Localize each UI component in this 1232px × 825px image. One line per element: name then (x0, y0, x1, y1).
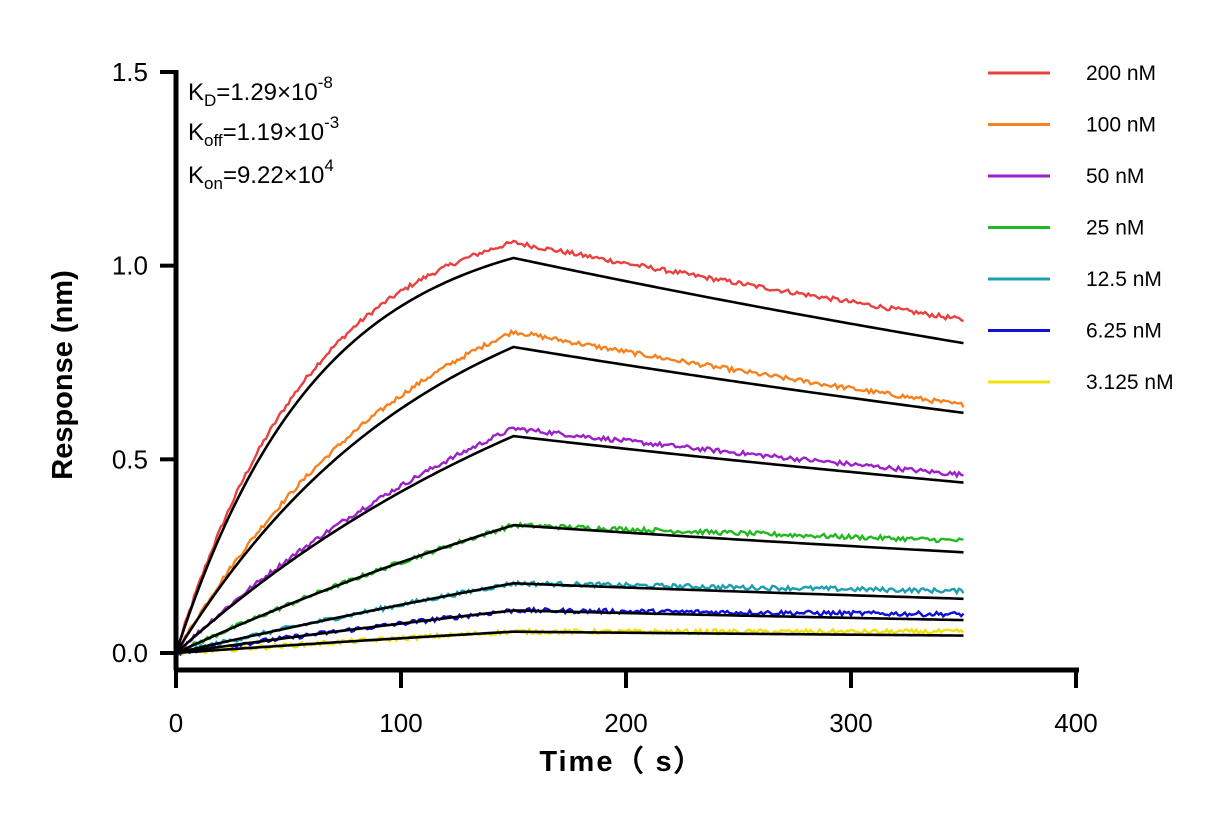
koff-annotation: Koff=1.19×10-3 (188, 113, 339, 150)
legend: 200 nM 100 nM 50 nM 25 nM 12.5 nM 6.25 nM 3.12… (988, 62, 1174, 394)
kinetic-constants: KD=1.29×10-8 Koff=1.19×10-3 Kon=9.22×104 (188, 73, 339, 193)
y-tick-label: 1.0 (112, 251, 148, 281)
x-tick-label: 0 (169, 708, 183, 738)
kd-annotation: KD=1.29×10-8 (188, 73, 333, 110)
legend-label: 100 nM (1086, 114, 1156, 137)
x-tick-label: 300 (829, 708, 872, 738)
y-axis-title: Response (nm) (47, 270, 79, 479)
fit-curve-25-nM (175, 523, 964, 655)
legend-label: 50 nM (1086, 165, 1144, 188)
fit-curves (174, 256, 964, 655)
x-ticks: 0 100 200 300 400 (169, 670, 1098, 738)
fit-curve-3-125-nM (175, 630, 964, 655)
x-tick-label: 400 (1054, 708, 1097, 738)
observed-curve-50-nM (175, 426, 964, 655)
legend-label: 25 nM (1086, 217, 1144, 240)
y-tick-label: 0.5 (112, 444, 148, 474)
fit-curve-100-nM (174, 345, 964, 654)
fit-curve-200-nM (174, 256, 964, 654)
legend-label: 12.5 nM (1086, 268, 1162, 291)
y-tick-label: 0.0 (112, 638, 148, 668)
legend-label: 200 nM (1086, 62, 1156, 85)
y-tick-label: 1.5 (112, 57, 148, 87)
legend-label: 3.125 nM (1086, 371, 1174, 394)
x-axis-title: Time（ s） (539, 745, 704, 778)
fit-curve-50-nM (175, 434, 964, 654)
observed-curves (174, 239, 965, 656)
kon-annotation: Kon=9.22×104 (188, 156, 334, 193)
observed-curve-100-nM (174, 328, 965, 654)
fit-curve-12-5-nM (175, 581, 964, 655)
x-tick-label: 200 (604, 708, 647, 738)
observed-curve-200-nM (174, 239, 965, 654)
x-tick-label: 100 (379, 708, 422, 738)
fit-curve-6-25-nM (175, 609, 964, 655)
legend-label: 6.25 nM (1086, 320, 1162, 343)
y-ticks: 0.0 0.5 1.0 1.5 (112, 57, 176, 668)
